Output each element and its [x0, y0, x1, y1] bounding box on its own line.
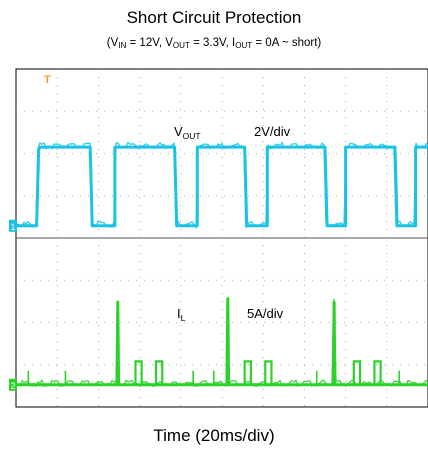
trigger-marker: T	[44, 74, 51, 86]
subtitle-part: = 0A ~ short)	[252, 37, 322, 49]
channel-marker-label: 2	[11, 381, 16, 391]
subtitle-part: (V	[106, 37, 119, 49]
series-pulse	[134, 360, 143, 385]
channel-marker-box	[9, 378, 17, 391]
subtitle-part: = 12V, V	[126, 37, 173, 49]
channel-marker-box	[9, 219, 17, 232]
subtitle-part: = 3.3V, I	[189, 37, 236, 49]
subtitle-sub: IN	[118, 41, 127, 50]
series-pulse	[154, 360, 164, 385]
channel-marker-label: 1	[11, 222, 16, 232]
series-pulse	[264, 360, 273, 385]
series-noise	[15, 141, 428, 230]
subtitle-sub: OUT	[172, 41, 190, 50]
subtitle-sub: OUT	[235, 41, 253, 50]
series-scale: 5A/div	[247, 306, 284, 321]
series-pulse	[352, 360, 362, 385]
x-axis-label: Time (20ms/div)	[153, 426, 275, 445]
series-label: IL	[177, 306, 186, 323]
series-scale: 2V/div	[254, 124, 291, 139]
chart-subtitle: (VIN = 12V, VOUT = 3.3V, IOUT = 0A ~ sho…	[0, 37, 428, 50]
series-pulse	[243, 360, 252, 385]
series-pulse	[373, 360, 382, 385]
chart-title: Short Circuit Protection	[126, 8, 302, 27]
